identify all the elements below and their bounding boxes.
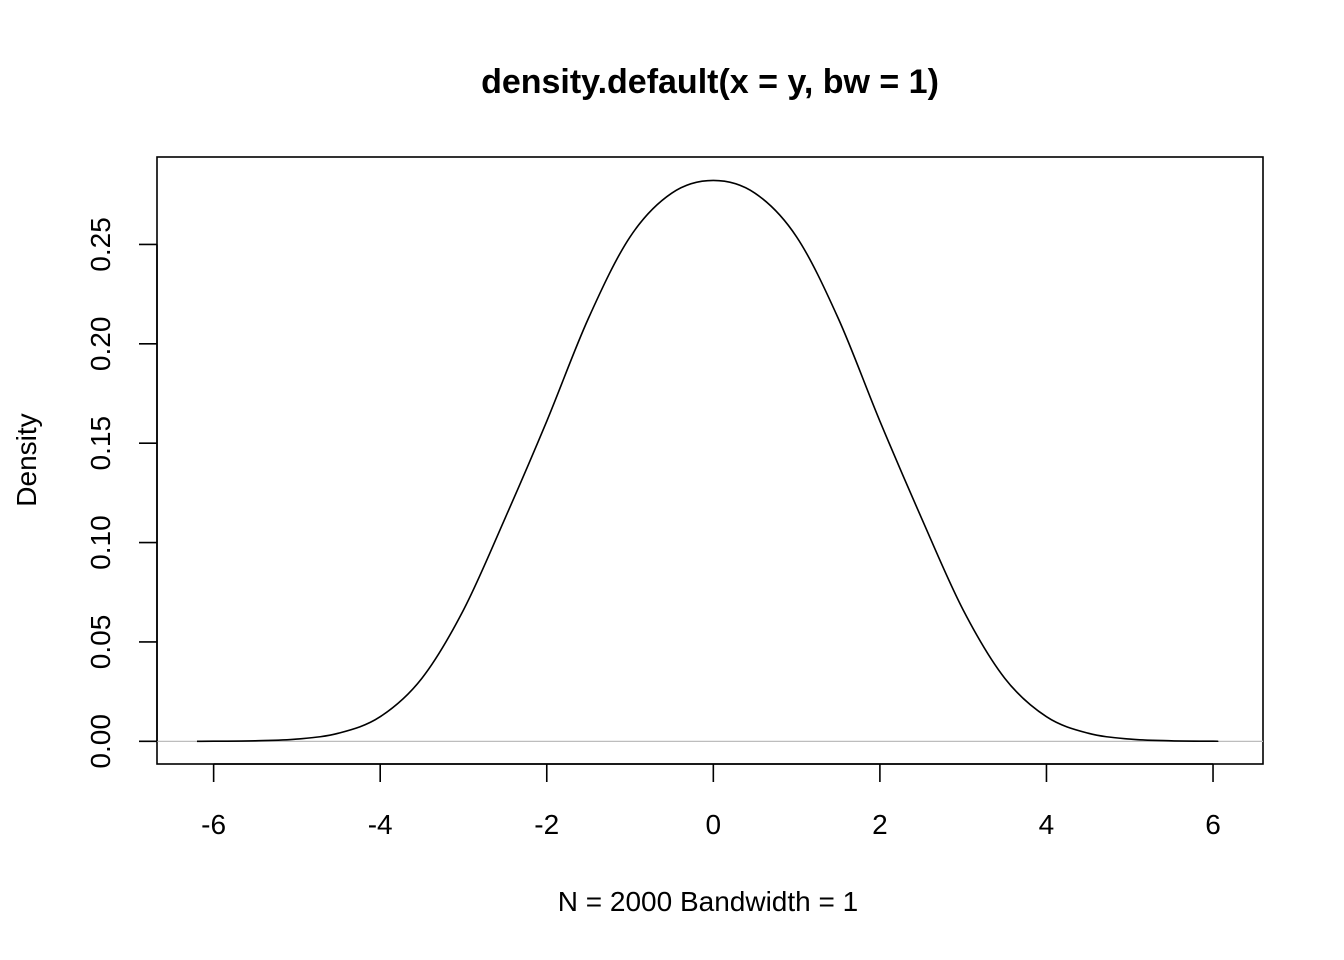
x-tick-label: -4 bbox=[368, 809, 393, 840]
x-axis: -6 -4 -2 0 2 4 6 bbox=[201, 763, 1221, 840]
x-tick-label: 6 bbox=[1205, 809, 1221, 840]
plot-frame bbox=[156, 156, 1264, 765]
x-tick-label: 4 bbox=[1039, 809, 1055, 840]
y-tick-label: 0.00 bbox=[85, 714, 116, 769]
x-tick-label: 0 bbox=[706, 809, 722, 840]
y-tick-label: 0.15 bbox=[85, 416, 116, 471]
y-tick-label: 0.10 bbox=[85, 515, 116, 570]
y-axis: 0.00 0.05 0.10 0.15 0.20 0.25 bbox=[85, 217, 158, 769]
x-tick-label: 2 bbox=[872, 809, 888, 840]
x-tick-label: -2 bbox=[534, 809, 559, 840]
x-axis-label: N = 2000 Bandwidth = 1 bbox=[558, 886, 858, 917]
y-axis-label: Density bbox=[11, 413, 42, 506]
y-tick-label: 0.25 bbox=[85, 217, 116, 272]
density-curve-0 bbox=[196, 179, 1219, 743]
y-tick-label: 0.05 bbox=[85, 615, 116, 670]
plot-layer bbox=[157, 179, 1263, 743]
x-tick-label: -6 bbox=[201, 809, 226, 840]
chart-title: density.default(x = y, bw = 1) bbox=[481, 63, 939, 101]
y-tick-label: 0.20 bbox=[85, 317, 116, 372]
